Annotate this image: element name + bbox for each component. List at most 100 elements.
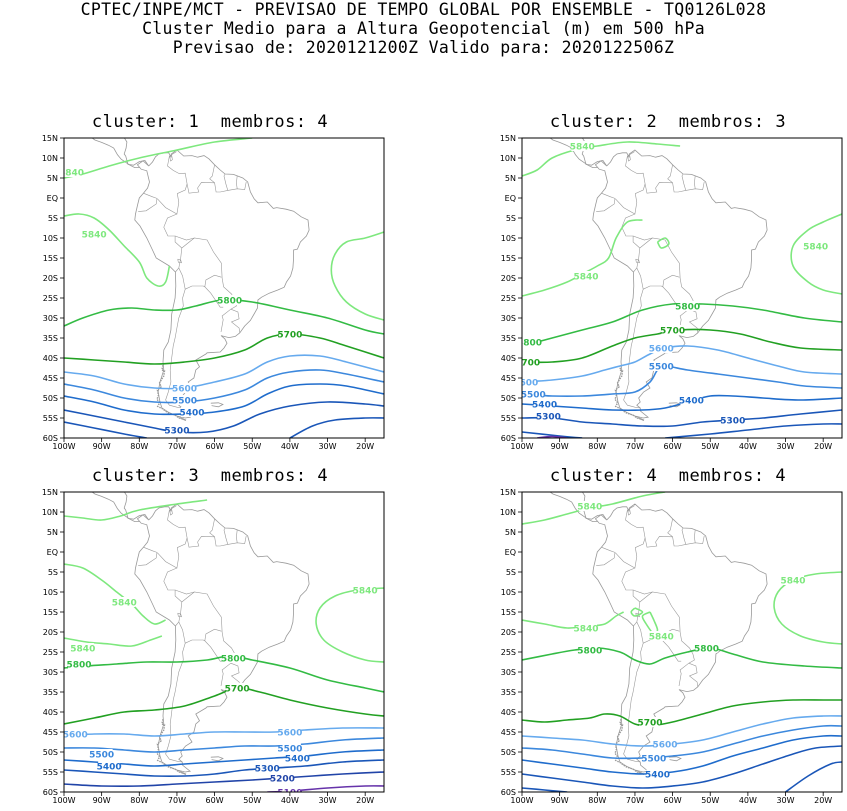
map-panel-cluster-4: cluster: 4 membros: 4 5840 5840 5840 5840 58… [458, 466, 847, 811]
lat-tick-label: 40S [501, 354, 516, 363]
lon-tick-label: 70W [626, 796, 644, 803]
map-content: 5840 5840 5840 5800 5800 5700 5700 5600 5600 5500… [521, 112, 842, 438]
contour-label-background [278, 329, 301, 339]
map-panel-cluster-2: cluster: 2 membros: 3 5840 5840 5840 5800 58… [458, 112, 847, 457]
lat-tick-label: 5N [47, 528, 58, 537]
country-border [186, 182, 215, 194]
lat-tick-label: 60S [43, 788, 58, 797]
coastline-segment [597, 466, 620, 473]
country-border [138, 192, 158, 212]
map-panel-cluster-1: cluster: 1 membros: 4 5840 5840 5800 5700 56… [0, 112, 420, 457]
lon-tick-label: 50W [701, 796, 719, 803]
coastline-segment [597, 112, 620, 119]
contour-label: 5840 [803, 242, 828, 252]
lat-tick-label: 10N [500, 508, 516, 517]
contour-label: 5700 [225, 684, 250, 694]
panel-title: cluster: 2 membros: 3 [549, 112, 787, 132]
lat-tick-label: 5S [506, 568, 516, 577]
country-border [623, 267, 644, 409]
contour-label-background [522, 389, 545, 399]
coastline-segment [210, 756, 224, 762]
contour-line-5800 [64, 655, 384, 693]
lat-tick-label: 15N [42, 134, 58, 143]
contour-label-background [578, 645, 601, 655]
lon-tick-label: 80W [588, 796, 606, 803]
lon-tick-label: 20W [356, 796, 374, 803]
lon-tick-label: 60W [206, 442, 224, 451]
coastline-south-america [592, 503, 768, 773]
lat-tick-label: 15S [501, 608, 516, 617]
contour-label: 5500 [521, 390, 546, 400]
map-frame [63, 491, 385, 793]
map-frame [63, 137, 385, 439]
contour-line-5300 [522, 787, 568, 792]
lat-tick-label: 40S [43, 708, 58, 717]
lat-tick-label: 30S [501, 668, 516, 677]
contour-label-background [537, 411, 560, 421]
contour-label: 5600 [277, 728, 302, 738]
contour-label-background [721, 415, 744, 425]
chilean-islands [156, 365, 187, 422]
lake-outline [177, 612, 182, 618]
contour-label: 5700 [660, 326, 685, 336]
contour-label-background [173, 395, 196, 405]
contour-label-background [173, 383, 196, 393]
contour-label: 5600 [172, 384, 197, 394]
contour-label-background [218, 295, 241, 305]
lon-tick-label: 100W [510, 796, 533, 803]
lon-tick-label: 20W [356, 442, 374, 451]
lat-tick-label: 35S [501, 688, 516, 697]
contour-label-background [64, 729, 87, 739]
lon-tick-label: 60W [664, 442, 682, 451]
contour-line-5400 [522, 394, 842, 412]
lake-outline [627, 509, 631, 516]
contour-label: 5500 [172, 396, 197, 406]
lon-tick-label: 30W [318, 442, 336, 451]
contour-label: 5100 [277, 788, 302, 798]
country-border [165, 621, 186, 763]
contour-line-5800 [522, 647, 842, 669]
contour-label-background [654, 739, 677, 749]
lat-tick-label: 40S [43, 354, 58, 363]
contour-line-5840 [641, 611, 659, 636]
contour-label-background [256, 763, 279, 773]
lon-tick-label: 50W [701, 442, 719, 451]
country-border [230, 308, 241, 333]
geopotential-map: 5840 5840 5840 5800 5800 5700 5700 5600 5600 5500… [500, 112, 843, 451]
contour-label: 5500 [277, 744, 302, 754]
contour-line-5500 [64, 737, 384, 753]
lat-tick-label: 20S [43, 274, 58, 283]
lon-tick-label: 20W [814, 796, 832, 803]
contour-label: 5840 [82, 230, 107, 240]
lat-tick-label: 45S [501, 374, 516, 383]
contour-label-background [181, 407, 203, 417]
lat-tick-label: 50S [43, 394, 58, 403]
country-border [621, 213, 641, 273]
contour-label: 5500 [641, 754, 666, 764]
contour-label-background [71, 643, 94, 653]
lake-outline [169, 155, 173, 162]
contour-label: 5600 [63, 730, 88, 740]
lat-tick-label: 40S [501, 708, 516, 717]
lat-tick-label: 5S [48, 214, 58, 223]
contour-line-5840 [64, 635, 163, 647]
contour-label-background [64, 167, 83, 177]
coastline-segment [620, 473, 641, 479]
contour-label-background [113, 597, 136, 607]
contour-label: 5800 [694, 644, 719, 654]
country-border [644, 182, 673, 194]
lat-tick-label: 10S [501, 234, 516, 243]
country-border [209, 518, 247, 547]
lon-tick-label: 30W [776, 796, 794, 803]
contour-label-background [646, 769, 669, 779]
panel-title: cluster: 3 membros: 4 [91, 466, 329, 486]
lat-tick-label: 50S [501, 394, 516, 403]
lake-outline [177, 258, 182, 264]
coastline-segment [549, 492, 598, 522]
country-border [694, 175, 696, 189]
contour-line-5700 [64, 333, 384, 365]
contour-label: 5400 [645, 770, 670, 780]
lat-tick-label: 35S [501, 334, 516, 343]
contour-label-background [271, 773, 294, 783]
lat-tick-label: 15N [500, 134, 516, 143]
